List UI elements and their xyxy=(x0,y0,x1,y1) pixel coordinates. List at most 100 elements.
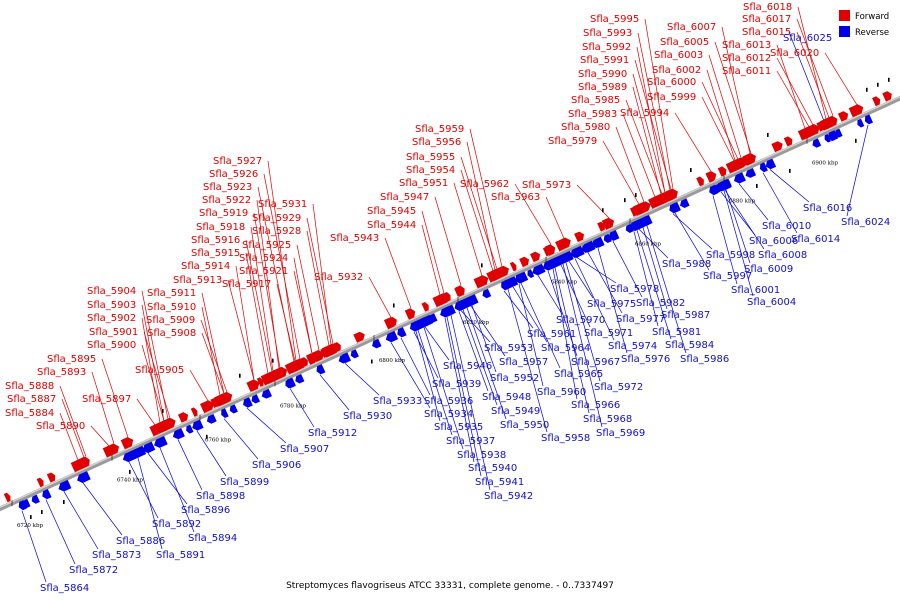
gene-arrow xyxy=(857,118,865,128)
gene-arrow xyxy=(487,271,495,282)
gene-arrow xyxy=(333,342,341,352)
gene-label-forward: Sfla_5928 xyxy=(252,226,301,237)
gene-arrow xyxy=(696,176,704,187)
leader-line xyxy=(674,212,710,271)
leader-line xyxy=(201,292,225,394)
gene-label-forward: Sfla_5913 xyxy=(173,275,222,286)
leader-line xyxy=(319,374,350,411)
gene-arrow xyxy=(120,437,134,450)
gene-arrow xyxy=(557,254,567,265)
gene-label-forward: Sfla_5915 xyxy=(191,248,240,259)
legend-reverse-label: Reverse xyxy=(855,28,889,38)
leader-line xyxy=(672,213,713,250)
gene-label-forward: Sfla_5943 xyxy=(330,233,379,244)
gene-label-forward: Sfla_5901 xyxy=(89,327,138,338)
gene-label-forward: Sfla_5918 xyxy=(196,222,245,233)
leader-line xyxy=(306,217,334,344)
gene-arrow xyxy=(527,269,535,278)
leader-line xyxy=(434,196,462,286)
tick-label: 6760 kbp xyxy=(205,438,232,444)
leader-line xyxy=(462,309,498,406)
leader-line xyxy=(201,306,221,396)
tick-label: 6880 kbp xyxy=(729,199,756,205)
gene-label-reverse: Sfla_5891 xyxy=(156,550,205,561)
gene-arrow xyxy=(80,456,90,468)
gene-arrow xyxy=(320,346,332,358)
leader-line xyxy=(507,288,548,433)
gene-arrow xyxy=(713,183,723,193)
gene-label-reverse: Sfla_5896 xyxy=(181,505,230,516)
gene-label-reverse: Sfla_6008 xyxy=(758,250,807,261)
gene-label-reverse: Sfla_5946 xyxy=(443,361,492,372)
gene-label-forward: Sfla_5914 xyxy=(181,261,230,272)
gene-arrow xyxy=(36,477,44,488)
leader-line xyxy=(562,263,603,428)
gene-label-reverse: Sfla_5967 xyxy=(571,357,620,368)
gene-label-forward: Sfla_5947 xyxy=(380,192,429,203)
leader-line xyxy=(612,241,643,298)
gene-arrow xyxy=(501,280,509,291)
gene-label-reverse: Sfla_5978 xyxy=(610,284,659,295)
leader-line xyxy=(267,160,297,361)
gene-arrow xyxy=(465,294,479,306)
leader-line xyxy=(706,69,736,161)
gene-label-forward: Sfla_5897 xyxy=(82,394,131,405)
gene-label-reverse: Sfla_5970 xyxy=(556,315,605,326)
small-feature xyxy=(162,408,164,413)
gene-label-reverse: Sfla_5952 xyxy=(490,373,539,384)
gene-arrow xyxy=(736,174,743,183)
gene-label-reverse: Sfla_5942 xyxy=(484,491,533,502)
leader-line xyxy=(721,26,751,154)
leader-line xyxy=(625,99,663,194)
gene-label-forward: Sfla_5992 xyxy=(582,42,631,53)
gene-label-forward: Sfla_6007 xyxy=(667,22,716,33)
gene-label-forward: Sfla_5945 xyxy=(367,206,416,217)
small-feature xyxy=(855,138,857,143)
gene-arrow xyxy=(532,263,546,276)
gene-arrow xyxy=(404,308,416,320)
gene-arrow xyxy=(783,136,793,147)
gene-arrow xyxy=(447,304,456,315)
leader-line xyxy=(390,342,431,409)
gene-label-forward: Sfla_5954 xyxy=(406,165,455,176)
gene-label-forward: Sfla_5985 xyxy=(571,95,620,106)
gene-label-forward: Sfla_5999 xyxy=(647,92,696,103)
gene-arrow xyxy=(316,364,326,375)
gene-label-forward: Sfla_5924 xyxy=(239,253,288,264)
gene-label-forward: Sfla_5902 xyxy=(87,313,136,324)
gene-label-reverse: Sfla_5864 xyxy=(40,583,89,594)
gene-arrow xyxy=(826,115,838,128)
leader-line xyxy=(312,203,332,345)
gene-arrow xyxy=(555,237,571,252)
gene-label-reverse: Sfla_5966 xyxy=(571,400,620,411)
leader-line xyxy=(101,358,129,438)
small-feature xyxy=(877,82,879,87)
gene-arrow xyxy=(256,377,264,387)
gene-label-reverse: Sfla_5933 xyxy=(373,396,422,407)
leader-line xyxy=(762,172,798,234)
leader-line xyxy=(421,210,445,294)
leader-line xyxy=(45,499,76,565)
legend-forward-label: Forward xyxy=(855,12,889,22)
gene-label-forward: Sfla_5929 xyxy=(252,213,301,224)
leader-line xyxy=(633,231,659,327)
gene-label-reverse: Sfla_5912 xyxy=(308,428,357,439)
gene-label-forward: Sfla_6020 xyxy=(770,48,819,59)
tick-label: 6720 kbp xyxy=(17,523,44,529)
gene-arrow xyxy=(410,321,420,332)
leader-line xyxy=(637,32,671,191)
gene-label-forward: Sfla_5895 xyxy=(47,354,96,365)
gene-label-forward: Sfla_5983 xyxy=(568,109,617,120)
small-feature xyxy=(866,87,868,92)
gene-label-reverse: Sfla_5965 xyxy=(554,369,603,380)
gene-label-forward: Sfla_6017 xyxy=(742,14,791,25)
leader-line xyxy=(469,128,503,267)
small-feature xyxy=(690,168,692,173)
leader-line xyxy=(776,44,806,129)
leader-line xyxy=(574,258,615,341)
gene-arrow xyxy=(765,158,777,170)
gene-arrow xyxy=(760,162,768,173)
gene-arrow xyxy=(246,379,260,392)
small-feature xyxy=(393,303,395,308)
gene-label-reverse: Sfla_5998 xyxy=(706,250,755,261)
